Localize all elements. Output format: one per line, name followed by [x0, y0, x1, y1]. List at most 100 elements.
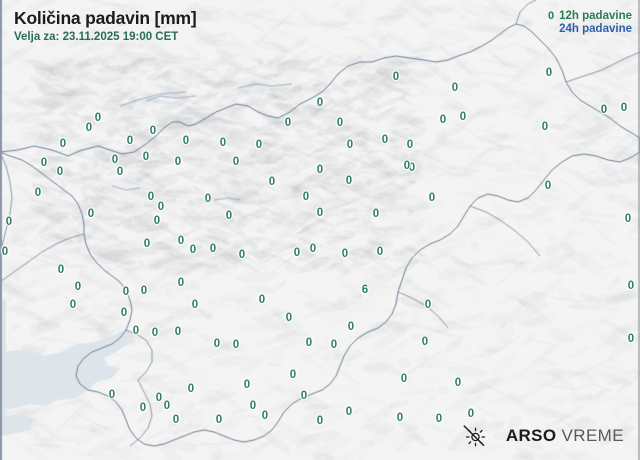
station-marker[interactable]: 0 — [336, 117, 344, 129]
station-marker[interactable]: 0 — [268, 176, 276, 188]
station-marker[interactable]: 0 — [219, 137, 227, 149]
station-marker[interactable]: 0 — [545, 67, 553, 79]
station-marker[interactable]: 0 — [132, 325, 140, 337]
station-marker[interactable]: 0 — [454, 377, 462, 389]
station-marker[interactable]: 0 — [403, 160, 411, 172]
station-marker[interactable]: 0 — [285, 312, 293, 324]
station-marker[interactable]: 0 — [300, 390, 308, 402]
station-marker[interactable]: 0 — [177, 277, 185, 289]
station-marker[interactable]: 0 — [408, 162, 416, 174]
station-marker[interactable]: 0 — [309, 243, 317, 255]
station-marker[interactable]: 0 — [346, 139, 354, 151]
station-marker[interactable]: 0 — [345, 406, 353, 418]
station-marker[interactable]: 0 — [400, 373, 408, 385]
station-marker[interactable]: 0 — [94, 112, 102, 124]
station-marker[interactable]: 0 — [187, 383, 195, 395]
station-marker[interactable]: 0 — [541, 121, 549, 133]
station-marker[interactable]: 0 — [347, 321, 355, 333]
station-marker[interactable]: 0 — [372, 208, 380, 220]
station-marker[interactable]: 0 — [59, 138, 67, 150]
station-marker[interactable]: 0 — [215, 414, 223, 426]
station-marker[interactable]: 0 — [406, 139, 414, 151]
station-marker[interactable]: 0 — [381, 134, 389, 146]
station-marker[interactable]: 0 — [284, 117, 292, 129]
station-marker[interactable]: 0 — [316, 207, 324, 219]
station-marker[interactable]: 0 — [243, 379, 251, 391]
station-marker[interactable]: 0 — [258, 294, 266, 306]
station-marker[interactable]: 0 — [191, 299, 199, 311]
station-marker[interactable]: 0 — [120, 307, 128, 319]
station-marker[interactable]: 0 — [56, 166, 64, 178]
station-marker[interactable]: 0 — [330, 339, 338, 351]
station-marker[interactable]: 0 — [261, 410, 269, 422]
station-marker[interactable]: 0 — [627, 333, 635, 345]
station-marker[interactable]: 0 — [289, 369, 297, 381]
station-marker[interactable]: 0 — [172, 414, 180, 426]
station-marker[interactable]: 0 — [69, 299, 77, 311]
station-marker[interactable]: 0 — [177, 235, 185, 247]
station-marker[interactable]: 0 — [376, 246, 384, 258]
station-marker[interactable]: 0 — [111, 154, 119, 166]
station-marker[interactable]: 0 — [74, 281, 82, 293]
station-marker[interactable]: 0 — [149, 125, 157, 137]
station-marker[interactable]: 0 — [147, 191, 155, 203]
station-marker[interactable]: 0 — [627, 280, 635, 292]
station-marker[interactable]: 0 — [302, 191, 310, 203]
station-marker[interactable]: 0 — [140, 285, 148, 297]
station-marker[interactable]: 0 — [5, 216, 13, 228]
station-marker[interactable]: 0 — [345, 175, 353, 187]
station-marker[interactable]: 0 — [122, 286, 130, 298]
station-marker[interactable]: 0 — [87, 208, 95, 220]
station-marker[interactable]: 0 — [232, 156, 240, 168]
station-marker[interactable]: 0 — [341, 248, 349, 260]
station-marker[interactable]: 0 — [85, 122, 93, 134]
station-marker[interactable]: 0 — [126, 135, 134, 147]
station-marker[interactable]: 0 — [255, 139, 263, 151]
station-marker[interactable]: 0 — [316, 415, 324, 427]
station-marker[interactable]: 0 — [624, 213, 632, 225]
station-marker[interactable]: 0 — [34, 187, 42, 199]
station-marker[interactable]: 0 — [439, 114, 447, 126]
station-marker[interactable]: 0 — [155, 392, 163, 404]
station-marker[interactable]: 0 — [57, 264, 65, 276]
station-marker[interactable]: 0 — [232, 339, 240, 351]
station-marker[interactable]: 0 — [174, 326, 182, 338]
station-marker[interactable]: 0 — [116, 166, 124, 178]
station-marker[interactable]: 0 — [108, 389, 116, 401]
station-marker[interactable]: 0 — [467, 408, 475, 420]
station-marker[interactable]: 0 — [421, 336, 429, 348]
station-marker[interactable]: 0 — [139, 402, 147, 414]
station-marker[interactable]: 0 — [544, 180, 552, 192]
station-marker[interactable]: 0 — [424, 299, 432, 311]
station-marker[interactable]: 0 — [143, 238, 151, 250]
station-marker[interactable]: 0 — [451, 82, 459, 94]
station-marker[interactable]: 0 — [163, 400, 171, 412]
station-marker[interactable]: 0 — [428, 192, 436, 204]
station-marker[interactable]: 0 — [238, 249, 246, 261]
station-marker[interactable]: 0 — [392, 71, 400, 83]
station-marker[interactable]: 0 — [600, 104, 608, 116]
station-marker[interactable]: 0 — [225, 210, 233, 222]
station-marker[interactable]: 0 — [316, 164, 324, 176]
station-marker[interactable]: 0 — [213, 338, 221, 350]
station-marker[interactable]: 0 — [459, 111, 467, 123]
station-marker[interactable]: 0 — [157, 201, 165, 213]
station-marker[interactable]: 0 — [182, 135, 190, 147]
station-marker[interactable]: 0 — [249, 400, 257, 412]
station-marker[interactable]: 0 — [151, 327, 159, 339]
station-marker[interactable]: 0 — [189, 244, 197, 256]
station-marker[interactable]: 0 — [204, 193, 212, 205]
station-marker[interactable]: 0 — [305, 337, 313, 349]
station-marker[interactable]: 0 — [293, 247, 301, 259]
station-marker[interactable]: 0 — [316, 97, 324, 109]
station-marker[interactable]: 0 — [153, 215, 161, 227]
station-marker[interactable]: 0 — [435, 413, 443, 425]
station-marker[interactable]: 0 — [40, 157, 48, 169]
station-marker[interactable]: 0 — [142, 151, 150, 163]
station-marker[interactable]: 6 — [361, 284, 369, 296]
station-marker[interactable]: 0 — [620, 102, 628, 114]
station-marker[interactable]: 0 — [209, 243, 217, 255]
station-marker[interactable]: 0 — [1, 246, 9, 258]
station-marker[interactable]: 0 — [174, 156, 182, 168]
